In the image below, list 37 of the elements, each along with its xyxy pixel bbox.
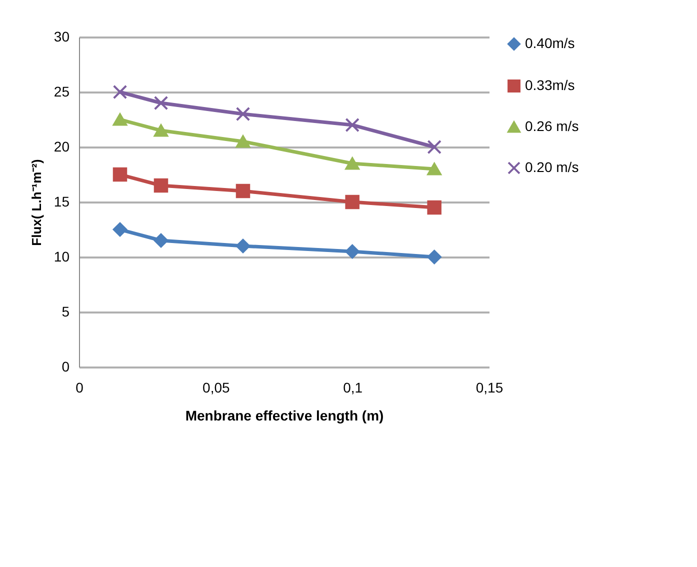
y-tick-label: 25 — [54, 84, 70, 100]
point — [345, 118, 360, 132]
y-tick-label: 0 — [62, 358, 70, 374]
legend-label: 0.26 m/s — [525, 118, 579, 134]
point — [345, 157, 360, 170]
y-tick-label: 5 — [62, 304, 70, 320]
point — [427, 140, 442, 154]
point — [154, 96, 168, 110]
legend-label: 0.20 m/s — [525, 159, 579, 175]
point — [154, 124, 168, 137]
point — [345, 244, 360, 259]
point — [236, 238, 250, 254]
legend-label: 0.33m/s — [525, 77, 575, 93]
point — [112, 113, 128, 126]
point — [112, 167, 128, 182]
y-tick-label: 30 — [54, 28, 70, 44]
x-tick-label: 0 — [76, 380, 84, 396]
y-tick-label: 20 — [54, 138, 70, 154]
y-tick-label: 10 — [54, 248, 70, 264]
point — [427, 250, 442, 264]
point — [345, 194, 360, 210]
point — [427, 200, 442, 215]
x-axis-title: Menbrane effective length (m) — [185, 408, 384, 424]
y-tick-label: 15 — [54, 194, 70, 210]
x-tick-label: 0,15 — [476, 380, 504, 396]
point — [427, 162, 442, 176]
x-tick-label: 0,05 — [202, 380, 230, 396]
point — [154, 178, 168, 193]
point — [236, 184, 250, 198]
point — [236, 106, 250, 122]
point — [112, 84, 128, 100]
y-axis-title: Flux( L.h⁻¹m⁻²) — [28, 159, 44, 246]
point — [112, 222, 128, 237]
point — [154, 233, 168, 248]
legend-label: 0.40m/s — [525, 35, 575, 51]
point — [236, 135, 250, 148]
x-tick-label: 0,1 — [343, 380, 363, 396]
